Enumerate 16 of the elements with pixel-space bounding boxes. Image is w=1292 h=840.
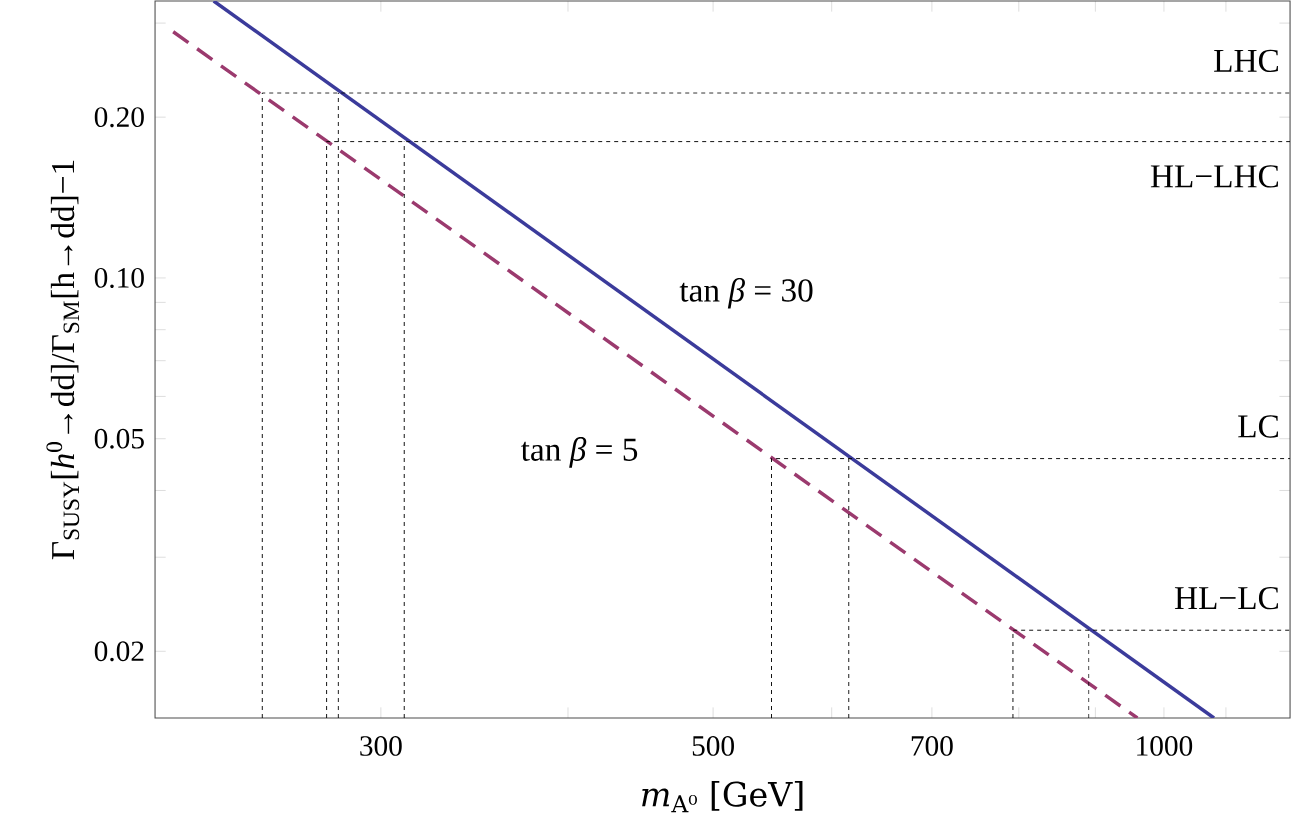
series-label: tan β = 30 [679, 277, 813, 309]
series-label: HL−LC [1174, 586, 1278, 610]
series-label: tan β = 5 [520, 437, 638, 468]
series-label: LHC [1214, 49, 1278, 73]
x-tick-label: 700 [911, 736, 953, 756]
x-axis-title: m$_{A⁰}$ [GeV] [642, 781, 803, 813]
y-tick-label: 0.05 [94, 428, 144, 449]
y-tick-label: 0.02 [94, 641, 144, 662]
x-tick-label: 500 [692, 736, 734, 756]
x-tick-label: 1000 [1137, 736, 1193, 756]
y-axis-title: Γ$_{SUSY}$[h$^{0}$→dd]/Γ$_{SM}$[h→dd]−1 [46, 160, 80, 560]
series-label: LC [1238, 415, 1278, 438]
series-label: HL−LHC [1150, 165, 1278, 188]
x-tick-label: 300 [360, 736, 402, 756]
y-tick-label: 0.10 [94, 267, 144, 288]
y-tick-label: 0.20 [94, 107, 144, 128]
